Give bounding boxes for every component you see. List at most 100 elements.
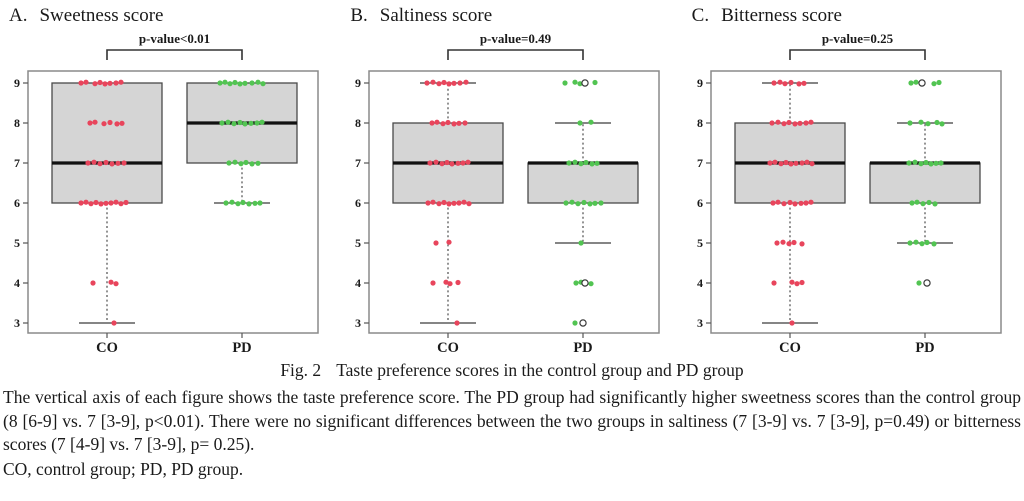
data-point-pd <box>232 79 238 86</box>
x-axis-label-pd: PD <box>232 340 251 356</box>
data-point-pd <box>226 160 232 166</box>
data-point-co <box>771 80 777 86</box>
data-point-co <box>88 201 94 207</box>
box-co <box>51 82 163 204</box>
data-point-co <box>436 201 442 207</box>
data-point-pd <box>249 161 255 167</box>
data-point-co <box>454 320 460 326</box>
significance-bracket <box>106 49 243 60</box>
data-point-pd <box>912 159 918 165</box>
data-point-co <box>111 320 117 326</box>
data-point-co <box>789 279 795 285</box>
outlier-point-pd <box>581 79 590 87</box>
data-point-pd <box>569 199 575 205</box>
data-point-pd <box>920 201 926 207</box>
data-point-pd <box>238 161 244 167</box>
data-point-co <box>101 121 107 127</box>
x-axis-label-co: CO <box>437 340 459 356</box>
panel-letter: A. <box>9 5 28 26</box>
data-point-pd <box>583 159 589 166</box>
y-axis-tick-label: 4 <box>14 276 20 290</box>
data-point-pd <box>259 119 265 125</box>
data-point-pd <box>578 161 584 167</box>
data-point-pd <box>926 199 932 206</box>
data-point-co <box>798 200 804 206</box>
panel-letter: C. <box>691 5 710 26</box>
data-point-pd <box>242 121 248 127</box>
box-pd <box>527 162 639 204</box>
data-point-co <box>440 121 446 127</box>
data-point-co <box>781 201 787 207</box>
data-point-pd <box>232 159 238 165</box>
data-point-co <box>90 280 96 286</box>
data-point-co <box>78 80 84 86</box>
data-point-co <box>791 239 797 246</box>
boxplot-c: p-value=0.25 9 8 7 6 5 4 3 CO PD <box>697 31 1002 356</box>
data-point-co <box>456 200 462 206</box>
data-point-co <box>463 79 469 85</box>
x-axis-label-pd: PD <box>915 340 934 356</box>
data-point-co <box>456 120 462 126</box>
data-point-co <box>427 160 433 166</box>
data-point-co <box>446 201 452 207</box>
data-point-co <box>92 81 98 87</box>
data-point-pd <box>229 199 235 205</box>
y-axis-tick-label: 7 <box>14 156 20 170</box>
data-point-pd <box>227 81 233 87</box>
data-point-co <box>782 81 788 87</box>
box-pd <box>869 162 981 204</box>
data-point-co <box>457 80 463 86</box>
figure-title: Taste preference scores in the control g… <box>336 360 744 380</box>
data-point-co <box>777 79 783 85</box>
data-point-co <box>460 160 466 166</box>
y-axis-tick-label: 9 <box>697 76 703 90</box>
data-point-pd <box>907 120 913 126</box>
p-value-label: p-value<0.01 <box>139 31 210 46</box>
x-axis-label-co: CO <box>779 340 801 356</box>
y-axis-tick-label: 8 <box>697 116 703 130</box>
panel-title-text: Bitterness score <box>721 5 842 26</box>
data-point-pd <box>589 161 595 167</box>
panel-title: C. Bitterness score <box>683 0 1024 27</box>
data-point-pd <box>254 120 260 126</box>
data-point-co <box>113 199 119 205</box>
data-point-co <box>451 121 457 127</box>
data-point-co <box>789 320 795 326</box>
y-axis-tick-label: 7 <box>355 156 361 170</box>
data-point-co <box>113 281 119 287</box>
data-point-pd <box>249 80 255 86</box>
outlier-point-pd <box>917 79 926 87</box>
data-point-co <box>462 120 468 126</box>
data-point-co <box>801 80 807 86</box>
figure-label: Fig. 2 <box>280 360 322 380</box>
y-axis-tick-label: 4 <box>355 276 361 290</box>
panel-b: B. Saltiness score p-value=0.49 9 8 7 6 5 4 3 CO PD <box>341 0 682 358</box>
data-point-co <box>455 160 461 166</box>
data-point-co <box>430 199 436 205</box>
data-point-co <box>792 201 798 207</box>
data-point-co <box>107 80 113 86</box>
data-point-co <box>113 80 119 86</box>
data-point-pd <box>588 281 594 287</box>
y-axis-tick-label: 3 <box>14 316 20 330</box>
data-point-co <box>445 119 451 126</box>
data-point-pd <box>906 160 912 166</box>
data-point-pd <box>598 200 604 206</box>
panel-title: A. Sweetness score <box>0 0 341 27</box>
data-point-pd <box>934 119 940 126</box>
y-axis-tick-label: 4 <box>697 276 703 290</box>
data-point-co <box>109 161 115 167</box>
y-axis-tick-label: 3 <box>697 316 703 330</box>
data-point-co <box>809 161 815 167</box>
data-point-co <box>103 159 109 166</box>
charts-row: A. Sweetness score p-value<0.01 9 8 7 6 5 4 3 CO PD… <box>0 0 1024 358</box>
y-axis-tick-label: 5 <box>355 236 361 250</box>
data-point-pd <box>219 120 225 126</box>
data-point-co <box>114 121 120 127</box>
data-point-co <box>455 279 461 286</box>
data-point-co <box>433 159 439 165</box>
data-point-co <box>775 119 781 125</box>
data-point-co <box>797 120 803 126</box>
data-point-co <box>93 199 99 206</box>
data-point-pd <box>939 121 945 127</box>
